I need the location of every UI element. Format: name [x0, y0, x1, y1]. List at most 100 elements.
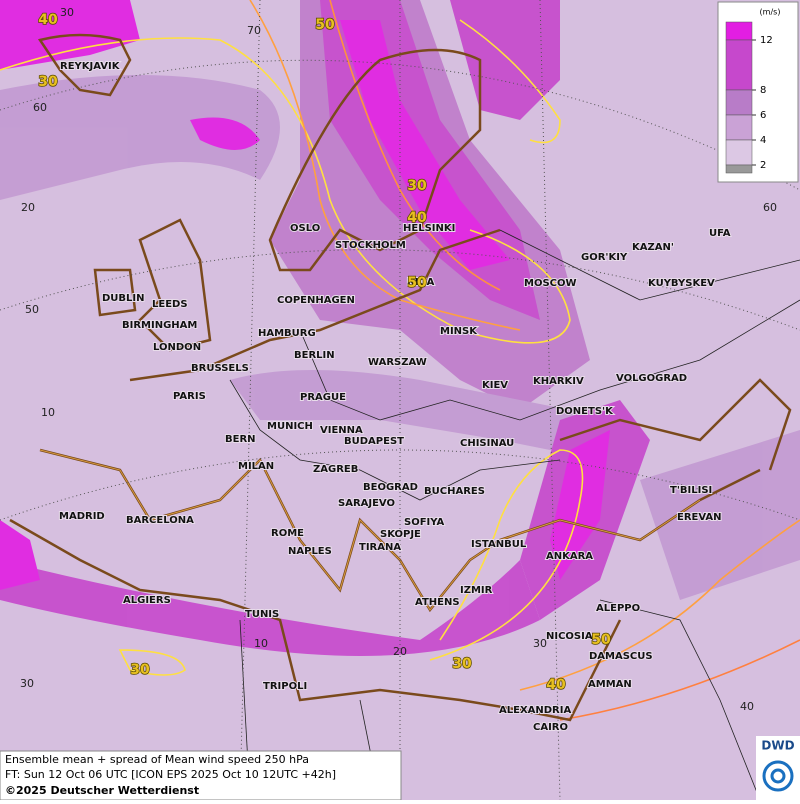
city-label: PARIS — [173, 391, 206, 402]
city-label: STOCKHOLM — [335, 240, 406, 251]
graticule-label: 60 — [33, 101, 47, 114]
city-label: IZMIR — [460, 585, 493, 596]
city-label: OSLO — [290, 223, 320, 234]
contour-label: 30 — [452, 656, 472, 672]
logo: DWD — [761, 739, 794, 753]
footer: Ensemble mean + spread of Mean wind spee… — [0, 736, 800, 801]
legend-swatch — [725, 139, 753, 166]
graticule-label: 50 — [25, 303, 39, 316]
city-label: COPENHAGEN — [277, 295, 355, 306]
city-label: BUDAPEST — [344, 436, 404, 447]
city-label: CAIRO — [533, 722, 568, 733]
city-label: KAZAN' — [632, 242, 674, 253]
city-label: DAMASCUS — [589, 651, 653, 662]
city-label: T'BILISI — [670, 485, 712, 496]
legend-items: 12 8 6 4 2 — [725, 21, 773, 174]
footer-title: Ensemble mean + spread of Mean wind spee… — [5, 753, 309, 766]
city-label: DONETS'K — [556, 406, 614, 417]
city-label: MOSCOW — [524, 278, 577, 289]
city-label: ALEXANDRIA — [499, 705, 571, 716]
footer-forecast: FT: Sun 12 Oct 06 UTC [ICON EPS 2025 Oct… — [5, 768, 336, 781]
city-label: ISTANBUL — [471, 539, 527, 550]
city-label: ALEPPO — [596, 603, 640, 614]
contour-label: 30 — [130, 662, 150, 678]
city-label: TIRANA — [359, 542, 401, 553]
city-label: SKOPJE — [380, 529, 421, 540]
footer-box — [0, 750, 402, 801]
city-label: AMMAN — [588, 679, 632, 690]
legend-swatch — [725, 89, 753, 116]
city-label: ANKARA — [546, 551, 593, 562]
legend-label: 4 — [760, 135, 766, 146]
city-label: SOFIYA — [404, 517, 445, 528]
contour-label: 40 — [546, 677, 566, 693]
footer-copyright: ©2025 Deutscher Wetterdienst — [5, 784, 199, 797]
city-label: KUYBYSKEV — [648, 278, 715, 289]
city-label: HAMBURG — [258, 328, 316, 339]
city-label: RIGA — [407, 277, 435, 288]
contour-label: 40 — [38, 12, 58, 28]
city-label: KIEV — [482, 380, 508, 391]
logo-icon — [770, 768, 786, 784]
legend-swatch — [725, 114, 753, 141]
city-label: CHISINAU — [460, 438, 514, 449]
legend-label: 8 — [760, 85, 766, 96]
contour-label: 50 — [591, 632, 611, 648]
city-label: BERLIN — [294, 350, 335, 361]
graticule-label: 20 — [21, 201, 35, 214]
city-label: BIRMINGHAM — [122, 320, 197, 331]
logo-icon — [762, 760, 794, 792]
legend-label: 6 — [760, 110, 766, 121]
graticule-label: 70 — [247, 24, 261, 37]
city-label: BERN — [225, 434, 256, 445]
city-label: ROME — [271, 528, 304, 539]
contour-label: 30 — [407, 178, 427, 194]
graticule-label: 20 — [393, 645, 407, 658]
city-label: MILAN — [238, 461, 274, 472]
city-label: UFA — [709, 228, 731, 239]
city-label: ATHENS — [415, 597, 460, 608]
city-label: NICOSIA — [546, 631, 593, 642]
legend-label: 2 — [760, 160, 766, 171]
city-label: TRIPOLI — [263, 681, 307, 692]
labels: REYKJAVIK DUBLIN LEEDS BIRMINGHAM LONDON BRUS… — [20, 6, 777, 734]
legend-label: 12 — [760, 35, 773, 46]
city-label: MINSK — [440, 326, 478, 337]
city-label: LONDON — [153, 342, 201, 353]
legend-unit: (m/s) — [760, 8, 781, 17]
city-label: DUBLIN — [102, 293, 145, 304]
city-label: BRUSSELS — [191, 363, 249, 374]
city-label: EREVAN — [677, 512, 722, 523]
city-label: MUNICH — [267, 421, 313, 432]
city-label: VOLGOGRAD — [616, 373, 687, 384]
legend-below — [725, 164, 753, 174]
graticule-label: 10 — [254, 637, 268, 650]
city-label: VIENNA — [320, 425, 363, 436]
contour-label: 30 — [38, 74, 58, 90]
city-label: BARCELONA — [126, 515, 194, 526]
city-label: TUNIS — [245, 609, 279, 620]
contour-label: 50 — [407, 275, 427, 291]
legend-swatch — [725, 21, 753, 41]
city-label: GOR'KIY — [581, 252, 628, 263]
city-label: BEOGRAD — [363, 482, 418, 493]
legend: (m/s) 12 8 6 4 2 — [717, 1, 799, 183]
graticule-label: 30 — [20, 677, 34, 690]
city-label: ALGIERS — [123, 595, 171, 606]
city-label: HELSINKI — [403, 223, 455, 234]
city-label: NAPLES — [288, 546, 332, 557]
city-label: ZAGREB — [313, 464, 358, 475]
graticule-label: 30 — [533, 637, 547, 650]
graticule-label: 40 — [740, 700, 754, 713]
contour-label: 50 — [315, 17, 335, 33]
city-label: REYKJAVIK — [60, 61, 121, 72]
city-label: BUCHARES — [424, 486, 485, 497]
coastlines — [9, 33, 792, 722]
city-label: WARSZAW — [368, 357, 427, 368]
city-label: MADRID — [59, 511, 105, 522]
city-label: PRAGUE — [300, 392, 346, 403]
contours — [0, 0, 800, 721]
city-label: KHARKIV — [533, 376, 584, 387]
city-label: SARAJEVO — [338, 498, 395, 509]
